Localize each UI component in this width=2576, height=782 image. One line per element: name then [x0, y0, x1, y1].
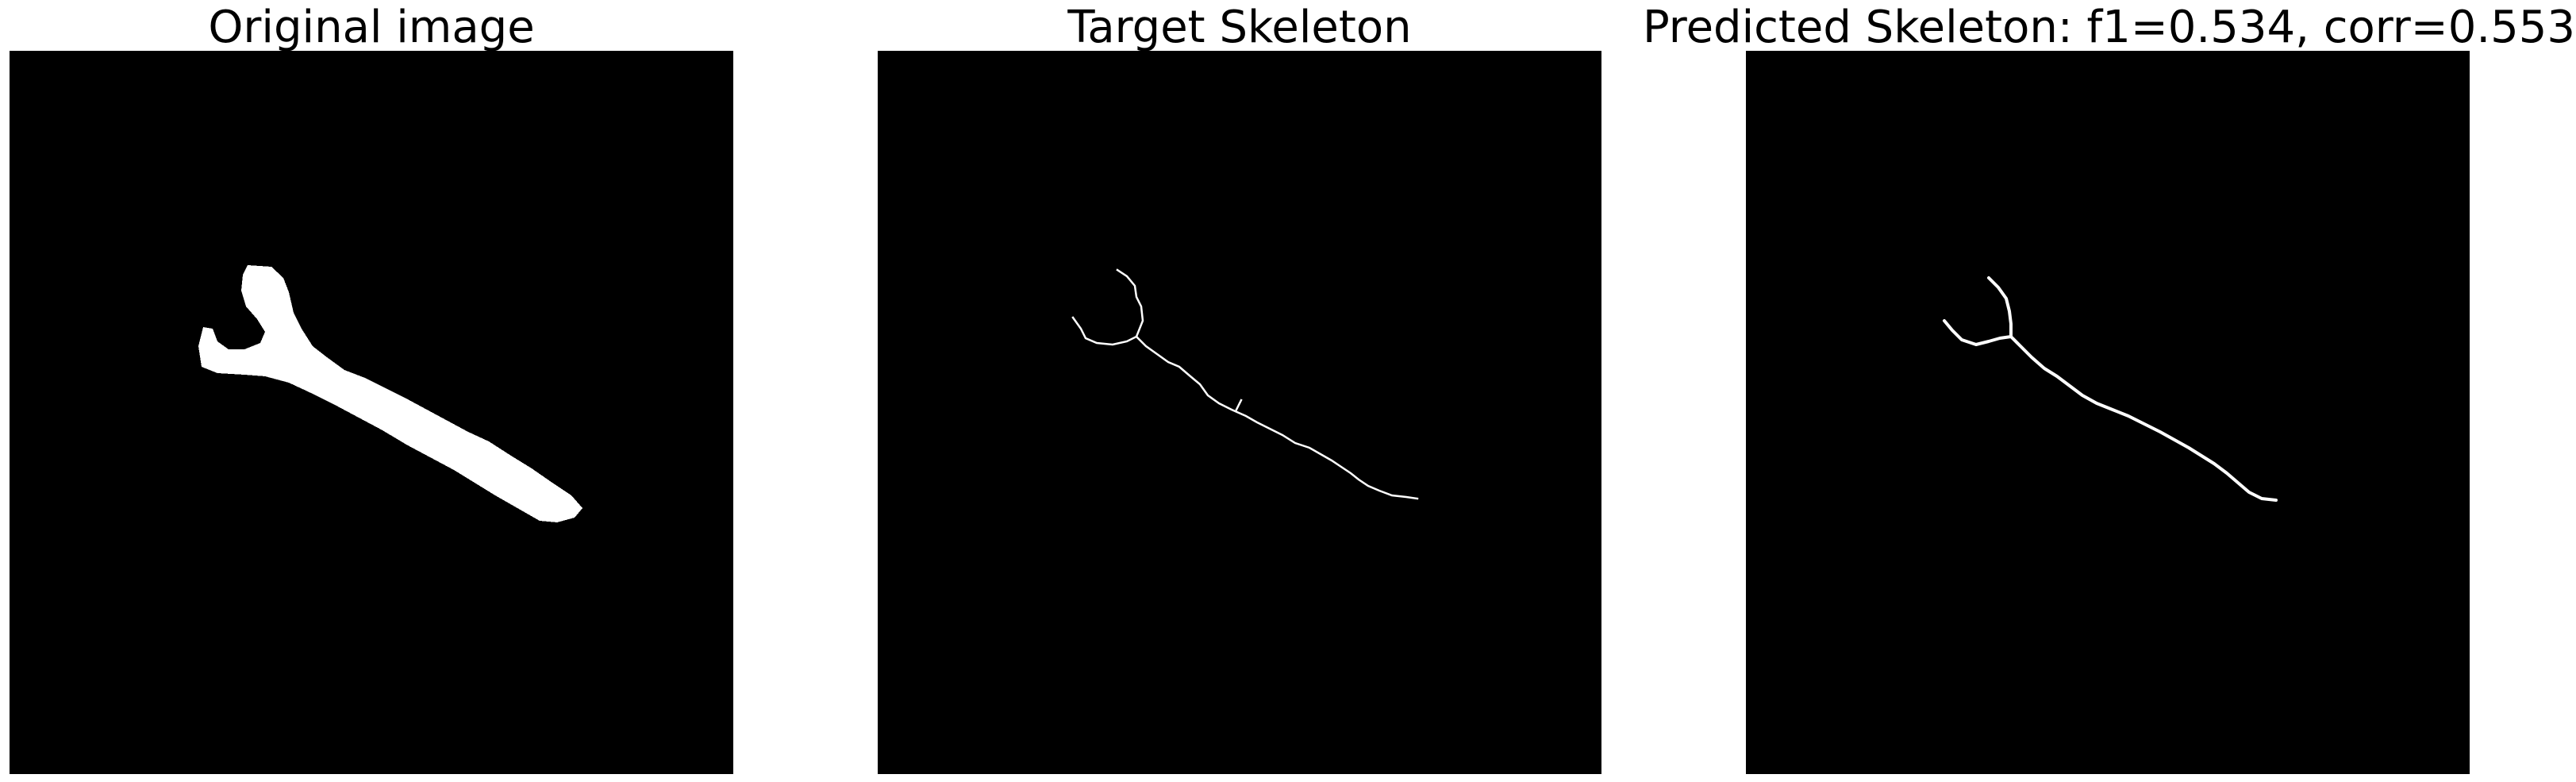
target-skeleton-spur [1235, 399, 1243, 411]
original-image-title: Original image [208, 2, 535, 53]
predicted-skeleton-panel [1746, 51, 2470, 774]
predicted-skeleton-main-stem [2009, 335, 2278, 502]
original-image-canvas [10, 51, 733, 774]
wrench-silhouette [198, 265, 582, 522]
target-skeleton-left-branch [1071, 316, 1138, 346]
target-skeleton-upper-branch [1116, 268, 1144, 338]
original-image-panel [10, 51, 733, 774]
predicted-skeleton-left-branch [1943, 319, 2013, 346]
target-skeleton-canvas [878, 51, 1601, 774]
target-skeleton-main-stem [1135, 335, 1419, 500]
predicted-skeleton-upper-branch [1987, 276, 2013, 338]
predicted-skeleton-title: Predicted Skeleton: f1=0.534, corr=0.553 [1643, 2, 2576, 53]
target-skeleton-panel [878, 51, 1601, 774]
predicted-skeleton-canvas [1746, 51, 2470, 774]
target-skeleton-title: Target Skeleton [1067, 2, 1412, 53]
